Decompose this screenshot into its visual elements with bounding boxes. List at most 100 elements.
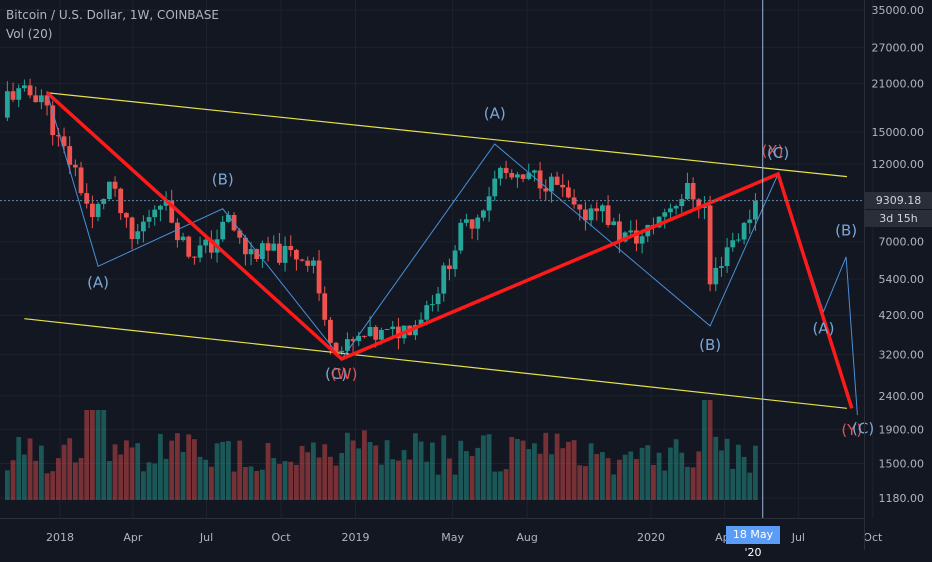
volume-bar xyxy=(503,469,509,500)
wave-label: (W) xyxy=(331,365,358,383)
volume-bar xyxy=(384,440,390,500)
volume-bar xyxy=(549,454,554,500)
candle-body xyxy=(254,249,260,260)
volume-bar xyxy=(21,454,27,500)
axes: 35000.00 27000.00 21000.00 15000.00 12000.00… xyxy=(0,0,924,550)
candle-body xyxy=(611,221,617,225)
volume-bar xyxy=(50,471,56,500)
volume-bar xyxy=(248,466,254,500)
candle-body xyxy=(112,181,118,189)
candle-body xyxy=(622,232,628,242)
volume-bar xyxy=(696,451,702,500)
volume-bar xyxy=(95,410,101,500)
candle-body xyxy=(424,305,430,320)
volume-bar xyxy=(668,447,673,500)
candle-body xyxy=(140,221,146,232)
volume-bar xyxy=(294,464,299,500)
candle-body xyxy=(481,210,486,218)
candle-body xyxy=(430,304,435,306)
price-tick-label: 3200.00 xyxy=(879,348,925,361)
price-tick-label: 7000.00 xyxy=(879,236,925,249)
candle-body xyxy=(350,339,356,342)
candle-body xyxy=(713,267,719,285)
volume-bar xyxy=(571,440,577,500)
volume-bar xyxy=(702,400,707,500)
volume-bar xyxy=(685,466,690,500)
candle-body xyxy=(503,167,509,174)
volume-bar xyxy=(622,454,628,500)
volume-bar xyxy=(282,461,288,500)
candle-body xyxy=(554,176,560,185)
volume-bar xyxy=(288,461,294,500)
volume-bar xyxy=(656,452,662,500)
volume-bar xyxy=(628,451,634,500)
volume-bar xyxy=(707,400,713,500)
candle-body xyxy=(152,209,158,218)
volume-bar xyxy=(84,410,90,500)
candle-body xyxy=(265,243,271,251)
candle-body xyxy=(271,243,277,251)
volume-bar xyxy=(566,441,571,500)
candle-body xyxy=(469,219,475,229)
candle-body xyxy=(191,256,197,258)
candle-body xyxy=(61,136,67,147)
volume-bar xyxy=(157,433,163,500)
candle-body xyxy=(673,206,679,209)
volume-bar xyxy=(475,447,481,500)
volume-bar xyxy=(719,450,724,500)
volume-bar xyxy=(345,432,350,500)
volume-bar xyxy=(600,452,605,500)
volume-bar xyxy=(736,444,741,500)
candle-body xyxy=(21,85,27,89)
volume-bar xyxy=(515,438,520,500)
price-tick-label: 27000.00 xyxy=(872,41,925,54)
candle-body xyxy=(55,135,61,137)
candle-body xyxy=(27,85,33,96)
volume-bar xyxy=(730,468,736,500)
candle-body xyxy=(441,265,447,294)
candle-body xyxy=(464,219,469,223)
volume-bar xyxy=(231,471,237,500)
candle-body xyxy=(345,339,350,351)
volume-bar xyxy=(169,440,175,500)
candle-body xyxy=(333,342,339,353)
candle-body xyxy=(44,95,50,106)
wave-label: (X) xyxy=(761,142,783,160)
candle-body xyxy=(208,239,214,253)
volume-bar xyxy=(724,438,730,500)
candle-body xyxy=(146,217,152,222)
candle-body xyxy=(220,221,226,240)
volume-bar xyxy=(242,467,248,500)
volume-bar xyxy=(458,440,464,500)
candle-body xyxy=(571,197,577,205)
candle-body xyxy=(123,213,129,218)
volume-bar xyxy=(101,410,107,500)
candle-body xyxy=(373,326,379,340)
primary-wave xyxy=(45,91,854,409)
candle-body xyxy=(549,176,554,192)
candle-body xyxy=(203,239,209,246)
candle-body xyxy=(135,231,141,240)
candle-body xyxy=(163,200,169,206)
volume-bar xyxy=(509,437,515,500)
volume-bar xyxy=(367,442,373,500)
volume-bar xyxy=(140,471,146,500)
volume-bar xyxy=(662,470,668,500)
candle-body xyxy=(242,237,248,255)
volume-bar xyxy=(55,458,61,500)
price-tick-label: 21000.00 xyxy=(872,78,925,91)
wave-label: (C) xyxy=(852,419,874,437)
price-chart[interactable]: (A)(B)(C)(W)(A)(B)(X)(C)(A)(B)(Y)(C) 350… xyxy=(0,0,932,550)
volume-bar xyxy=(481,435,486,500)
volume-bar xyxy=(492,471,498,500)
time-tick-label: Jul xyxy=(791,531,805,544)
volume-bar xyxy=(10,460,16,500)
volume-bar xyxy=(27,438,33,500)
price-tick-label: 1180.00 xyxy=(879,492,925,505)
candle-body xyxy=(492,178,498,197)
bar-countdown-label: 3d 15h xyxy=(865,210,932,227)
candle-body xyxy=(78,167,84,194)
channel-line-lower xyxy=(24,318,847,409)
wave-label: (Y) xyxy=(841,421,862,439)
candle-body xyxy=(362,335,367,337)
